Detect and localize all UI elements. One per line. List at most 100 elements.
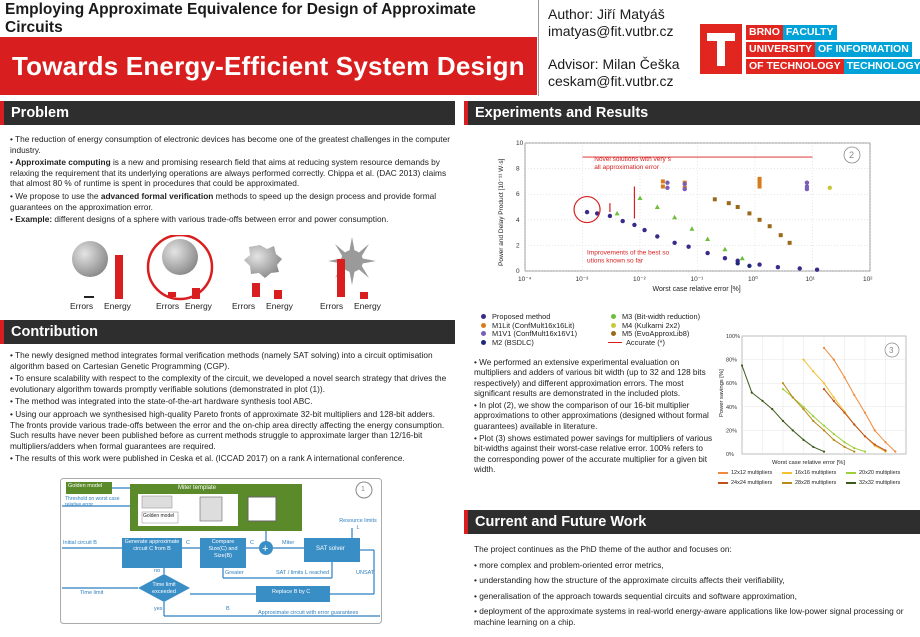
- problem-text: • The reduction of energy consumption of…: [10, 134, 450, 227]
- plot-3-point: [740, 364, 744, 367]
- plot-3-point: [832, 358, 835, 361]
- legend-swatch: [481, 322, 486, 328]
- plot-2-point: [778, 233, 783, 238]
- legend-swatch: [481, 339, 486, 345]
- plot-3-svg: 0% 20% 40% 60% 80% 100% Worst case relative er…: [719, 334, 907, 466]
- problem-p3: • We propose to use the advanced formal …: [10, 191, 450, 212]
- plot-3-y-tick: 100%: [726, 334, 740, 340]
- plot-3-point: [832, 438, 835, 441]
- legend-entry: 16x16 multipliers: [782, 470, 836, 476]
- plot-3-y-tick: 60%: [726, 381, 737, 387]
- plot-2-point: [757, 176, 762, 181]
- plot-2-y-tick: 10: [516, 140, 524, 147]
- sphere3-energy-bar: [274, 290, 282, 299]
- energy-label: Energy: [185, 301, 212, 311]
- plot-2-point: [682, 181, 687, 187]
- plot-3-point: [822, 424, 826, 427]
- sphere-spiky: [328, 237, 376, 285]
- plot-2-point: [672, 240, 677, 246]
- experiments-p1: • We performed an extensive experimental…: [474, 358, 706, 398]
- plot-3-point: [843, 376, 846, 379]
- plot-3-y-tick: 80%: [726, 358, 737, 364]
- plot-2-svg: 10⁻⁴ 10⁻³ 10⁻² 10⁻¹ 10⁰ 10¹ 10² 0 2 4 6 8 10 Worst ca…: [498, 140, 873, 293]
- plot-2-scatter: 10⁻⁴ 10⁻³ 10⁻² 10⁻¹ 10⁰ 10¹ 10² 0 2 4 6 8 10 Worst ca…: [495, 135, 880, 305]
- plot-3-point: [781, 382, 785, 385]
- plot-2-point: [660, 179, 665, 184]
- legend-label: M3 (Bit-width reduction): [622, 312, 701, 321]
- plot-3-point: [750, 391, 753, 394]
- flow-diagram-svg: +: [60, 478, 382, 624]
- legend-label: M1V1 (ConfMult16x16V1): [492, 329, 578, 338]
- plot-3-point: [791, 429, 794, 432]
- no-label: no: [154, 568, 161, 574]
- energy-label: Energy: [104, 301, 131, 311]
- legend-label: 16x16 multipliers: [795, 470, 837, 476]
- legend-swatch: [846, 482, 856, 484]
- sphere-medium: [162, 239, 198, 275]
- plot-3-point: [802, 408, 805, 411]
- plot-3-y-tick: 40%: [726, 405, 737, 411]
- plot-3-point: [802, 358, 805, 361]
- unsat-label: UNSAT: [356, 570, 375, 576]
- plot-2-point: [594, 211, 600, 216]
- cgp-flow-diagram: + Golden model: [60, 478, 382, 624]
- plot-3-point: [822, 346, 826, 349]
- sphere2-errors-bar: [168, 292, 176, 297]
- plot-2-y-tick: 8: [516, 166, 520, 173]
- plot-2-x-tick: 10⁻¹: [691, 276, 705, 283]
- plot-2-number: 2: [849, 150, 854, 160]
- legend-label: M1Lit (ConfMult16x16Lit): [492, 320, 575, 330]
- plot-2-number-circle: [843, 146, 861, 164]
- legend-label: 12x12 multipliers: [731, 470, 773, 476]
- legend-label: M4 (Kulkarni 2x2): [622, 320, 680, 330]
- errors-label: Errors: [320, 301, 344, 311]
- plot-2-x-tick: 10⁰: [748, 275, 758, 283]
- advisor-name: Advisor: Milan Češka: [548, 56, 680, 72]
- legend-label: Accurate (*): [626, 337, 666, 347]
- advisor-email: ceskam@fit.vutbr.cz: [548, 73, 674, 89]
- logo-word: FACULTY: [782, 25, 837, 40]
- plot-2-point: [689, 226, 695, 231]
- legend-entry: Proposed method: [478, 312, 550, 321]
- plot-3-point: [802, 405, 805, 408]
- contribution-text: • The newly designed method integrates f…: [10, 350, 450, 466]
- errors-label: Errors: [232, 301, 256, 311]
- plot-2-annotation: Novel solutions with very s: [594, 156, 671, 163]
- logo-wordmark: BRNO FACULTY UNIVERSITY OF INFORMATION O…: [746, 25, 920, 76]
- legend-label: M2 (BSDLC): [492, 337, 534, 347]
- replace-box-label: Replace B by C: [272, 589, 311, 595]
- legend-swatch: [611, 331, 616, 336]
- future-item: • understanding how the structure of the…: [474, 575, 785, 585]
- problem-p4: • Example: different designs of a sphere…: [10, 214, 389, 225]
- time-limit-question: Time limit exceeded: [152, 582, 176, 595]
- plot-2-point: [705, 236, 711, 241]
- plot-2-point: [654, 204, 660, 209]
- plot-2-annotation: utions known so far: [587, 257, 644, 264]
- legend-entry: 28x28 multipliers: [782, 480, 836, 486]
- plot-2-y-tick: 6: [516, 191, 520, 198]
- experiments-heading: Experiments and Results: [464, 101, 920, 125]
- errors-label: Errors: [156, 301, 180, 311]
- plot-2-point: [584, 209, 590, 215]
- plot-3-point: [853, 447, 856, 450]
- legend-entry: 24x24 multipliers: [718, 480, 772, 486]
- plot-3-point: [843, 441, 846, 444]
- plot-2-annotation: all approximation error: [594, 164, 660, 171]
- c-arrow-label: C: [186, 540, 190, 546]
- highlight-circle: [146, 233, 214, 301]
- plot-3-point: [863, 435, 867, 438]
- plot-2-x-tick: 10²: [863, 276, 873, 283]
- logo-word: BRNO: [746, 25, 783, 40]
- plot-2-point: [814, 267, 820, 272]
- problem-p2: • Approximate computing is a new and pro…: [10, 157, 447, 189]
- plot-3-point: [832, 396, 835, 399]
- plot-2-point: [632, 222, 637, 228]
- experiments-text: • We performed an extensive experimental…: [474, 358, 714, 477]
- sphere3-errors-bar: [252, 283, 260, 297]
- plot-2-point: [804, 186, 810, 192]
- plot-2-point: [665, 185, 670, 190]
- logo-word: TECHNOLOGY: [843, 59, 920, 74]
- plot-2-point: [705, 250, 710, 256]
- sphere-examples: Errors Energy Errors Energy Errors Energ…: [62, 233, 442, 315]
- generate-box-label: Generate approximate circuit C from B: [124, 539, 180, 552]
